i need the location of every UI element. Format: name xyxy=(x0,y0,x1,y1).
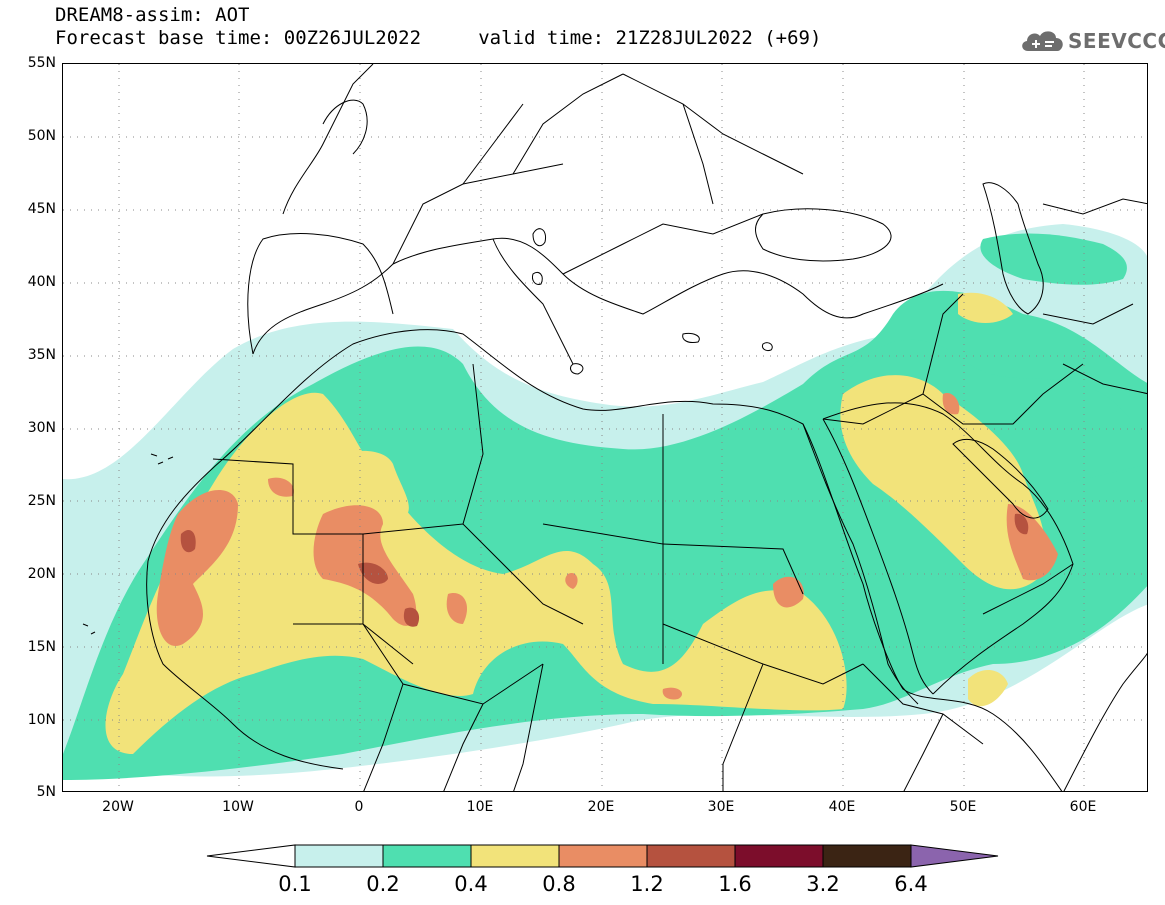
colorbar-swatch-1 xyxy=(382,844,472,868)
graticule xyxy=(63,64,1147,791)
aot-band-0.4 xyxy=(105,292,1046,754)
lon-label-10e: 10E xyxy=(466,799,494,815)
colorbar-swatch-3 xyxy=(558,844,648,868)
forecast-time-line: Forecast base time: 00Z26JUL2022 valid t… xyxy=(55,27,822,49)
lat-label-25n: 25N xyxy=(27,493,56,509)
lat-label-40n: 40N xyxy=(27,274,56,290)
lat-label-45n: 45N xyxy=(27,201,56,217)
colorbar-swatches xyxy=(206,844,999,868)
cloud-icon xyxy=(1022,31,1063,51)
colorbar-swatch-0 xyxy=(294,844,384,868)
colorbar-label-2: 0.4 xyxy=(454,872,488,896)
lon-label-20e: 20E xyxy=(587,799,615,815)
colorbar-label-7: 6.4 xyxy=(894,872,928,896)
coastlines-and-borders xyxy=(82,64,1147,791)
lon-label-0: 0 xyxy=(354,799,364,815)
colorbar-swatch-4 xyxy=(646,844,736,868)
seevccc-logo: SEEVCCC xyxy=(1018,26,1165,56)
lat-label-5n: 5N xyxy=(36,784,56,800)
colorbar-label-1: 0.2 xyxy=(366,872,400,896)
lon-label-30e: 30E xyxy=(707,799,735,815)
lat-label-20n: 20N xyxy=(27,566,56,582)
lat-label-15n: 15N xyxy=(27,639,56,655)
colorbar-label-0: 0.1 xyxy=(278,872,312,896)
colorbar-swatch-2 xyxy=(470,844,560,868)
colorbar xyxy=(205,843,1000,873)
colorbar-swatch-5 xyxy=(734,844,824,868)
colorbar-label-6: 3.2 xyxy=(806,872,840,896)
aot-shading xyxy=(63,224,1147,780)
colorbar-label-3: 0.8 xyxy=(542,872,576,896)
colorbar-label-5: 1.6 xyxy=(718,872,752,896)
lon-label-50e: 50E xyxy=(949,799,977,815)
lat-label-55n: 55N xyxy=(27,55,56,71)
colorbar-label-4: 1.2 xyxy=(630,872,664,896)
lon-label-40e: 40E xyxy=(828,799,856,815)
lat-label-30n: 30N xyxy=(27,420,56,436)
map-plot xyxy=(62,63,1148,792)
lon-label-20w: 20W xyxy=(102,799,134,815)
colorbar-under-triangle xyxy=(206,844,296,868)
colorbar-over-triangle xyxy=(910,844,999,868)
lon-label-10w: 10W xyxy=(222,799,254,815)
chart-title: DREAM8-assim: AOT xyxy=(55,4,250,26)
logo-text: SEEVCCC xyxy=(1068,29,1165,53)
lon-label-60e: 60E xyxy=(1069,799,1097,815)
lat-label-35n: 35N xyxy=(27,347,56,363)
aot-band-1.2 xyxy=(180,513,1029,627)
aot-field-map xyxy=(63,64,1147,791)
lat-label-50n: 50N xyxy=(27,128,56,144)
lat-label-10n: 10N xyxy=(27,712,56,728)
colorbar-swatch-6 xyxy=(822,844,912,868)
